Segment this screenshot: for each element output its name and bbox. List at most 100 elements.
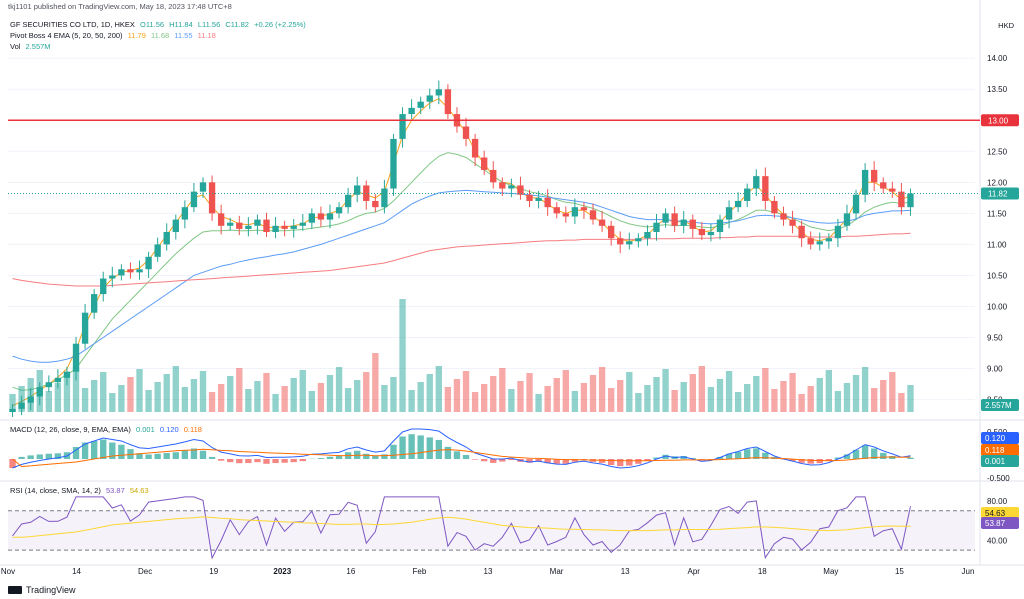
candle-body (762, 176, 769, 201)
candle-body (145, 256, 152, 270)
macd-histogram-bar (100, 439, 107, 459)
candle-body (880, 182, 887, 189)
volume-bar (399, 299, 406, 412)
candle-body (408, 107, 415, 115)
macd-histogram-bar (217, 459, 225, 461)
time-tick-label: 19 (209, 567, 218, 576)
macd-histogram-bar (45, 453, 52, 459)
legend-rsi-row: RSI (14, close, SMA, 14, 2) 53.87 54.63 (10, 486, 152, 495)
volume-bar (571, 391, 579, 412)
macd-histogram-bar (81, 442, 89, 459)
volume-bar (118, 385, 125, 412)
legend-ema-row: Pivot Boss 4 EMA (5, 20, 50, 200) 11.79 … (10, 31, 219, 40)
candle-body (553, 207, 560, 214)
candle-body (308, 213, 316, 223)
macd-histogram-bar (36, 454, 43, 459)
last-price-label: 11.82 (988, 190, 1008, 199)
macd-histogram-bar (27, 455, 34, 459)
candle-body (335, 207, 343, 214)
candle-body (462, 126, 470, 139)
candle-body (871, 169, 878, 183)
macd-histogram-bar (72, 447, 80, 459)
symbol-label[interactable]: GF SECURITIES CO LTD, 1D, HKEX (10, 20, 135, 29)
candle-body (90, 294, 98, 313)
ema20-line (12, 152, 911, 391)
macd-histogram-bar (825, 459, 833, 461)
macd-label[interactable]: MACD (12, 26, close, 9, EMA, EMA) (10, 425, 131, 434)
volume-bar (245, 389, 252, 412)
candle-body (889, 188, 896, 192)
volume-bar (354, 380, 361, 412)
volume-bar (499, 368, 506, 412)
price-tick-label: 12.50 (987, 147, 1008, 156)
volume-bar (725, 371, 733, 412)
volume-bar (462, 371, 470, 412)
volume-bar (381, 385, 388, 412)
macd-histogram-bar (254, 459, 261, 463)
candle-body (834, 225, 842, 239)
volume-bar (72, 367, 80, 412)
macd-value-badge (981, 432, 1019, 444)
candle-body (399, 114, 406, 139)
rsi-label[interactable]: RSI (14, close, SMA, 14, 2) (10, 486, 101, 495)
macd-histogram-bar (816, 459, 823, 464)
time-tick-label: Apr (687, 567, 700, 576)
volume-bar (54, 383, 62, 412)
candle-body (326, 213, 334, 220)
tradingview-logo[interactable]: TradingView (8, 585, 76, 595)
macd-histogram-bar (571, 459, 579, 462)
candle-body (807, 238, 814, 245)
volume-bar (607, 388, 615, 412)
volume-bar (172, 366, 179, 412)
volume-bar (871, 388, 878, 412)
volume-bar (127, 377, 134, 412)
candle-body (526, 194, 533, 201)
macd-histogram-bar (263, 459, 270, 464)
volume-bar (662, 369, 669, 412)
candle-body (254, 219, 261, 226)
volume-bar (707, 387, 715, 412)
macd-histogram-bar (598, 459, 606, 463)
candle-body (435, 89, 442, 96)
time-tick-label: 2023 (273, 567, 291, 576)
price-tick-label: 10.50 (987, 271, 1008, 280)
tv-icon (8, 586, 22, 594)
macd-histogram-bar (172, 452, 179, 459)
macd-histogram-bar (807, 459, 814, 464)
volume-bar (281, 386, 288, 412)
volume-badge (981, 399, 1019, 411)
candle-body (236, 222, 243, 229)
macd-histogram-bar (499, 459, 506, 462)
ema-label[interactable]: Pivot Boss 4 EMA (5, 20, 50, 200) (10, 31, 123, 40)
vol-label[interactable]: Vol (10, 42, 21, 51)
volume-bar (100, 372, 107, 412)
volume-bar (45, 391, 52, 412)
candle-body (843, 213, 851, 226)
candle-body (852, 194, 860, 214)
volume-bar (272, 394, 279, 412)
macd-histogram-bar (399, 436, 406, 459)
macd-histogram-bar (753, 448, 760, 459)
volume-bar (535, 394, 542, 412)
volume-bar (390, 377, 397, 412)
volume-bar (344, 388, 352, 412)
volume-bar (145, 390, 152, 412)
volume-bar (63, 375, 71, 412)
volume-bar (852, 375, 860, 412)
volume-bar (199, 371, 207, 412)
candle-body (589, 210, 597, 220)
volume-bar (490, 376, 497, 412)
price-tick-label: 14.00 (987, 54, 1008, 63)
candle-body (163, 232, 170, 245)
time-tick-label: Feb (413, 567, 427, 576)
macd-histogram-bar (326, 456, 334, 459)
macd-value-badge (981, 444, 1019, 456)
ema50-line (12, 189, 911, 363)
volume-bar (889, 372, 896, 412)
volume-bar (589, 375, 597, 412)
candle-body (744, 188, 751, 201)
macd-histogram-bar (725, 453, 733, 459)
volume-bar (481, 384, 488, 412)
candle-body (653, 222, 660, 232)
